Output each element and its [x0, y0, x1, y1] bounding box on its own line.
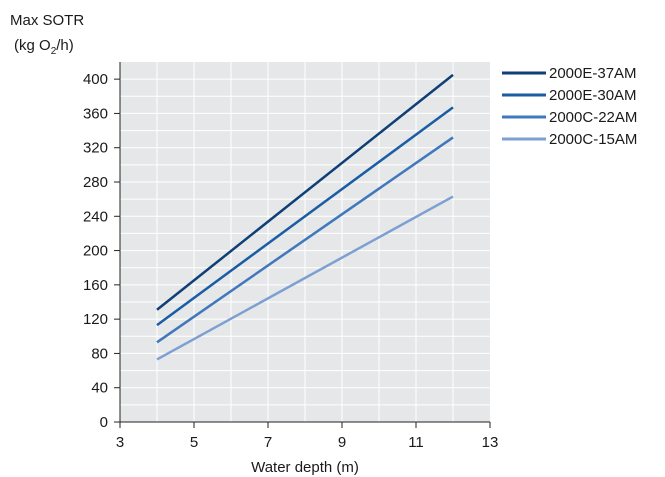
series-lines [156, 73, 454, 361]
series-line [156, 106, 454, 327]
x-tick-label: 9 [338, 434, 346, 451]
x-tick-label: 13 [482, 434, 499, 451]
y-axis-label-line2: (kg O2/h) [14, 37, 74, 57]
x-tick-labels: 3 5 7 9 11 13 [116, 422, 499, 451]
x-tick-label: 7 [264, 434, 272, 451]
legend-label: 2000C-15AM [549, 131, 637, 148]
y-tick-label: 360 [83, 105, 108, 122]
series-line [156, 73, 454, 311]
y-tick-label: 240 [83, 208, 108, 225]
y-axis-label-line1: Max SOTR [10, 12, 84, 29]
x-tick-label: 5 [190, 434, 198, 451]
legend-label: 2000E-37AM [549, 65, 637, 82]
x-axis-label: Water depth (m) [251, 459, 359, 476]
grid [120, 62, 490, 422]
y-axis-label-line2-post: /h) [56, 37, 74, 54]
x-tick-label: 11 [408, 434, 424, 451]
y-tick-label: 280 [83, 174, 108, 191]
axes [119, 62, 490, 423]
legend-label: 2000E-30AM [549, 87, 637, 104]
y-tick-labels: 0 40 80 120 160 200 240 280 320 360 400 [83, 71, 120, 431]
y-tick-label: 160 [83, 277, 108, 294]
y-tick-label: 120 [83, 311, 108, 328]
legend-item: 2000C-15AM [502, 131, 637, 148]
y-tick-label: 200 [83, 243, 108, 260]
legend-item: 2000C-22AM [502, 109, 637, 126]
x-tick-label: 3 [116, 434, 124, 451]
y-tick-label: 320 [83, 140, 108, 157]
y-tick-label: 400 [83, 71, 108, 88]
series-line [156, 136, 454, 344]
y-tick-label: 80 [91, 345, 108, 362]
series-line [156, 195, 454, 361]
legend-item: 2000E-30AM [502, 87, 637, 104]
y-axis-label-line2-sub: 2 [51, 46, 57, 57]
legend: 2000E-37AM 2000E-30AM 2000C-22AM 2000C-15AM [502, 65, 637, 148]
y-tick-label: 40 [91, 380, 108, 397]
y-axis-label-line2-pre: (kg O [14, 37, 51, 54]
legend-label: 2000C-22AM [549, 109, 637, 126]
y-tick-label: 0 [100, 414, 108, 431]
legend-item: 2000E-37AM [502, 65, 637, 82]
